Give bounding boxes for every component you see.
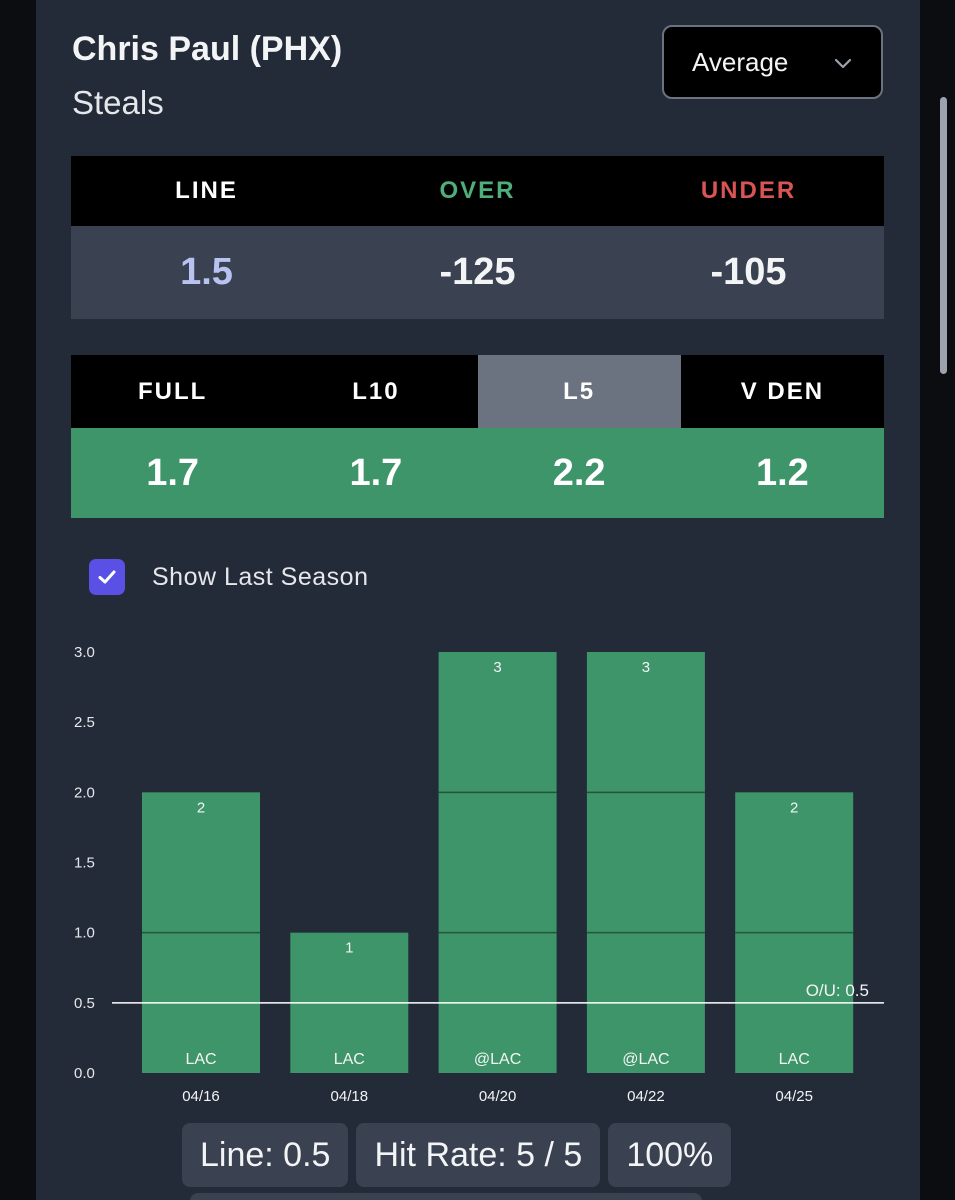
bar bbox=[438, 652, 557, 1073]
odds-header-row: LINE OVER UNDER bbox=[71, 156, 884, 226]
show-last-season-row[interactable]: Show Last Season bbox=[89, 559, 368, 595]
tab-l10[interactable]: L10 bbox=[352, 377, 400, 405]
averages-tabs: FULL L10 L5 V DEN bbox=[71, 355, 884, 428]
dropdown-value: Average bbox=[692, 46, 789, 77]
show-last-season-label: Show Last Season bbox=[152, 562, 369, 591]
line-value: 1.5 bbox=[180, 251, 233, 293]
tab-l5[interactable]: L5 bbox=[477, 355, 681, 428]
hit-rate-pill: Hit Rate: 5 / 5 bbox=[356, 1123, 601, 1187]
x-tick-label: 04/16 bbox=[182, 1088, 220, 1105]
odds-value-row: 1.5 -125 -105 bbox=[71, 226, 884, 319]
x-tick-label: 04/25 bbox=[775, 1088, 813, 1105]
stat-name: Steals bbox=[72, 84, 164, 121]
bar-value-label: 3 bbox=[493, 659, 501, 676]
bar-opponent-label: @LAC bbox=[622, 1051, 669, 1068]
average-dropdown[interactable]: Average bbox=[662, 25, 883, 99]
bar-opponent-label: LAC bbox=[185, 1051, 216, 1068]
y-tick-label: 2.0 bbox=[74, 784, 95, 801]
header-over: OVER bbox=[439, 177, 516, 204]
chevron-down-icon bbox=[834, 58, 852, 69]
x-tick-label: 04/20 bbox=[479, 1088, 517, 1105]
secondary-pill bbox=[190, 1193, 702, 1200]
y-tick-label: 0.5 bbox=[74, 995, 95, 1012]
x-tick-label: 04/22 bbox=[627, 1088, 665, 1105]
bar-value-label: 2 bbox=[790, 799, 798, 816]
bar-opponent-label: LAC bbox=[334, 1051, 365, 1068]
x-tick-label: 04/18 bbox=[331, 1088, 369, 1105]
avg-v-den: 1.2 bbox=[755, 451, 809, 494]
show-last-season-checkbox[interactable] bbox=[89, 559, 125, 595]
scrollbar[interactable] bbox=[940, 97, 947, 374]
averages-table: FULL L10 L5 V DEN 1.7 1.7 2.2 1.2 bbox=[71, 355, 884, 518]
player-name: Chris Paul (PHX) bbox=[72, 30, 343, 68]
bar bbox=[586, 652, 705, 1073]
under-odds[interactable]: -105 bbox=[710, 251, 787, 293]
y-tick-label: 3.0 bbox=[74, 644, 95, 661]
ou-reference-label: O/U: 0.5 bbox=[806, 981, 869, 1000]
percent-pill: 100% bbox=[608, 1123, 732, 1187]
odds-table: LINE OVER UNDER 1.5 -125 -105 bbox=[71, 156, 884, 319]
summary-pills: Line: 0.5 Hit Rate: 5 / 5 100% bbox=[182, 1123, 732, 1187]
y-tick-label: 2.5 bbox=[74, 714, 95, 731]
header-line: LINE bbox=[175, 177, 238, 204]
over-odds[interactable]: -125 bbox=[439, 251, 516, 293]
y-tick-label: 1.0 bbox=[74, 925, 95, 942]
line-pill: Line: 0.5 bbox=[182, 1123, 349, 1187]
averages-values: 1.7 1.7 2.2 1.2 bbox=[71, 428, 884, 518]
avg-l5: 2.2 bbox=[552, 451, 606, 494]
bar-opponent-label: @LAC bbox=[474, 1051, 521, 1068]
tab-full[interactable]: FULL bbox=[137, 377, 208, 405]
tab-v-den[interactable]: V DEN bbox=[740, 377, 825, 405]
y-tick-label: 0.0 bbox=[74, 1065, 95, 1082]
check-icon bbox=[98, 570, 116, 584]
header-under: UNDER bbox=[700, 177, 797, 204]
y-tick-label: 1.5 bbox=[74, 855, 95, 872]
bar-value-label: 1 bbox=[345, 940, 353, 957]
bar-value-label: 3 bbox=[642, 659, 650, 676]
bar-value-label: 2 bbox=[197, 799, 205, 816]
avg-full: 1.7 bbox=[146, 451, 200, 494]
avg-l10: 1.7 bbox=[349, 451, 403, 494]
bar-opponent-label: LAC bbox=[779, 1051, 810, 1068]
